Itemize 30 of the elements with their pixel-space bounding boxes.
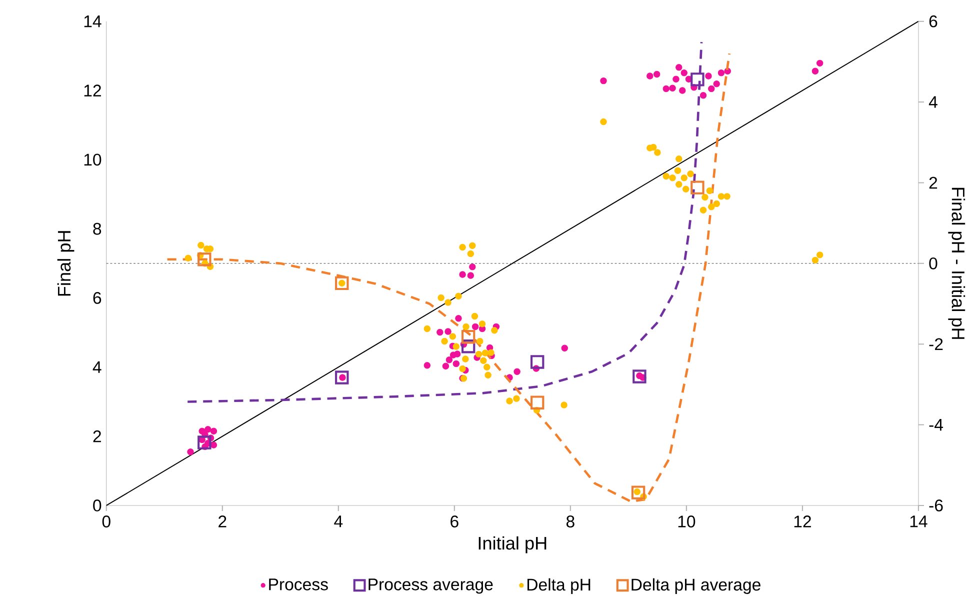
y2-tick-label: 4	[928, 96, 938, 108]
y2-tick-label: -6	[929, 499, 943, 512]
legend-label: Process average	[368, 578, 493, 594]
x-axis-title: Initial pH	[478, 536, 546, 554]
y2-tick-label: 0	[929, 257, 938, 270]
x-tick-label: 0	[102, 515, 110, 528]
legend-label: Delta pH average	[632, 578, 760, 594]
x-tick-label: 14	[910, 515, 928, 527]
x-tick-label: 12	[794, 515, 811, 528]
y-tick-label: 10	[84, 153, 102, 166]
y-tick-label: 4	[92, 361, 102, 373]
y-tick-label: 14	[84, 15, 102, 27]
y-tick-label: 12	[84, 84, 101, 96]
y-tick-label: 8	[93, 222, 102, 235]
x-tick-label: 8	[566, 515, 574, 528]
y-tick-label: 2	[93, 430, 101, 442]
x-tick-label: 10	[678, 515, 696, 528]
x-tick-label: 2	[218, 515, 226, 528]
y-tick-label: 6	[93, 292, 102, 304]
y2-tick-label: -2	[929, 338, 943, 350]
y2-axis-title: Final pH - Initial pH	[948, 188, 966, 339]
y2-tick-label: 2	[929, 176, 938, 188]
legend-label: Process	[269, 578, 328, 590]
legend-label: Delta pH	[527, 578, 590, 594]
y-tick-label: 0	[93, 499, 102, 512]
y2-tick-label: -4	[929, 418, 944, 430]
x-tick-label: 4	[334, 515, 343, 527]
x-tick-label: 6	[450, 515, 458, 528]
y-axis-title: Final pH	[57, 230, 74, 296]
y2-tick-label: 6	[929, 15, 938, 28]
